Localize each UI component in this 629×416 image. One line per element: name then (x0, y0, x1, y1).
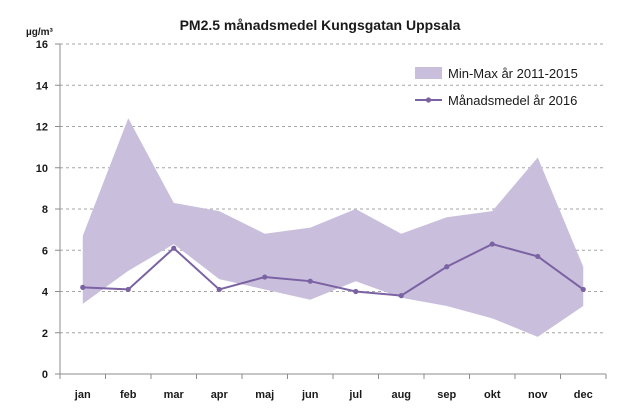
x-tick-label-okt: okt (484, 389, 501, 401)
point-maj (262, 274, 268, 280)
x-tick-label-maj: maj (255, 389, 274, 401)
x-tick-label-aug: aug (391, 389, 411, 401)
point-okt (489, 241, 495, 247)
point-nov (535, 253, 541, 260)
point-sep (444, 264, 450, 270)
point-dec (580, 286, 586, 293)
point-jul (353, 288, 359, 295)
y-tick-label-16: 16 (36, 39, 48, 51)
x-tick-label-jul: jul (348, 389, 362, 401)
x-tick-label-apr: apr (211, 389, 229, 401)
point-mar (171, 245, 177, 251)
x-tick-label-jan: jan (74, 389, 91, 401)
legend-line-marker (425, 97, 432, 103)
legend-line-label: Månadsmedel år 2016 (448, 93, 577, 108)
min-max-band-layer (82, 118, 584, 337)
x-tick-label-feb: feb (120, 389, 137, 401)
point-jan (80, 284, 86, 290)
y-tick-label-6: 6 (42, 245, 48, 257)
x-tick-label-mar: mar (164, 389, 185, 401)
monthly-mean-line-layer (80, 241, 586, 299)
y-tick-label-14: 14 (36, 80, 49, 92)
y-tick-label-4: 4 (42, 287, 49, 299)
y-tick-label-12: 12 (36, 122, 48, 134)
legend: Min-Max år 2011-2015 Månadsmedel år 2016 (415, 66, 578, 108)
axes (55, 43, 607, 379)
legend-band-swatch (415, 67, 442, 79)
y-tick-label-10: 10 (36, 163, 48, 175)
y-tick-label-0: 0 (42, 369, 48, 381)
monthly-mean-line (82, 242, 584, 297)
legend-band-label: Min-Max år 2011-2015 (448, 66, 578, 81)
point-aug (398, 293, 404, 299)
x-tick-label-nov: nov (528, 389, 548, 401)
y-axis-unit-label: µg/m³ (26, 27, 54, 38)
min-max-band (82, 118, 584, 337)
x-tick-label-jun: jun (301, 389, 319, 401)
y-tick-label-2: 2 (42, 328, 48, 340)
x-tick-label-dec: dec (574, 389, 593, 401)
y-tick-label-8: 8 (42, 204, 48, 216)
point-jun (307, 278, 313, 284)
chart-title: PM2.5 månadsmedel Kungsgatan Uppsala (180, 17, 461, 33)
y-tick-labels: 0 2 4 6 8 10 12 14 16 (36, 39, 49, 381)
x-tick-labels: jan feb mar apr maj jun jul aug sep okt nov dec (74, 389, 593, 401)
point-apr (216, 286, 222, 293)
point-feb (125, 286, 131, 293)
x-tick-label-sep: sep (437, 389, 456, 401)
